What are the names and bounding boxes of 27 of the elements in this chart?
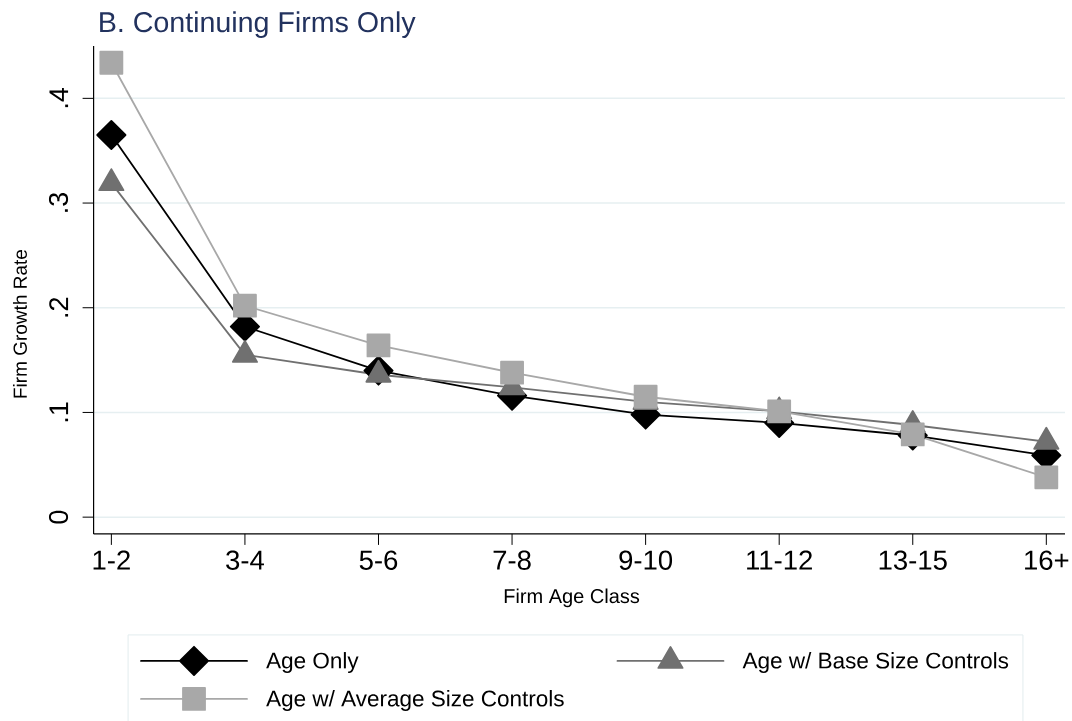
chart-title: B. Continuing Firms Only <box>100 11 416 38</box>
x-axis-title: Firm Age Class <box>504 588 640 608</box>
x-tick-label: 13-15 <box>879 550 947 570</box>
y-axis-title: Firm Growth Rate <box>12 250 27 398</box>
point <box>500 360 524 385</box>
x-tick-label: 7-8 <box>493 550 531 570</box>
x-tick-label: 5-6 <box>359 550 398 570</box>
x-tick-label: 11-12 <box>747 550 812 570</box>
y-tick-label: 0 <box>48 510 69 524</box>
point <box>96 119 127 151</box>
point <box>99 50 124 75</box>
y-tick-label: .4 <box>49 87 69 108</box>
point <box>900 422 925 447</box>
x-tick-label: 3-4 <box>226 550 264 570</box>
y-tick-label: .3 <box>48 192 69 212</box>
legend-label: Age w/ Average Size Controls <box>266 690 564 711</box>
y-tick-label: .1 <box>49 402 69 422</box>
y-tick-label: .2 <box>49 297 69 317</box>
x-tick-label: 16+ <box>1025 550 1069 570</box>
point <box>366 333 391 358</box>
x-tick-label: 1-2 <box>93 550 130 570</box>
point <box>1034 465 1059 490</box>
x-tick-label: 9-10 <box>619 550 673 570</box>
point <box>233 293 257 318</box>
legend-label: Age Only <box>266 652 359 674</box>
legend-label: Age w/ Base Size Controls <box>742 652 1009 674</box>
point <box>767 399 792 424</box>
